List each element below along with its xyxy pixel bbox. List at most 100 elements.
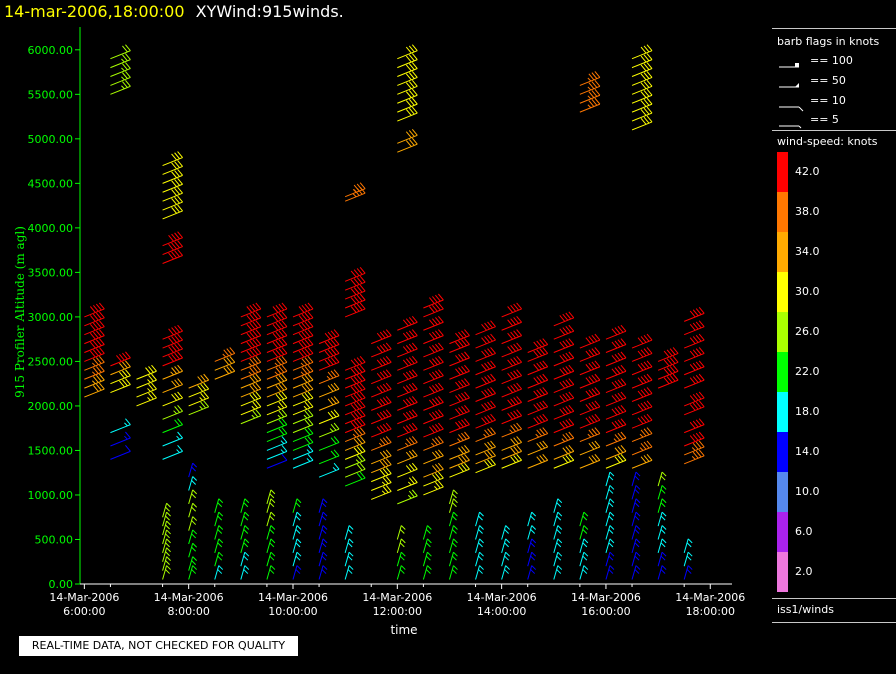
wind-barb xyxy=(188,529,198,545)
wind-barb xyxy=(553,511,563,527)
wind-barb xyxy=(579,360,601,376)
wind-barb xyxy=(240,551,250,567)
wind-barb xyxy=(110,360,131,376)
speed-color-swatch xyxy=(777,552,788,592)
wind-barb xyxy=(188,382,210,398)
speed-color-swatch xyxy=(777,192,788,232)
y-tick-label: 2500.00 xyxy=(28,355,74,368)
wind-barb xyxy=(344,453,366,469)
wind-barb xyxy=(657,485,667,500)
wind-barb xyxy=(475,360,496,376)
wind-barb xyxy=(397,382,418,398)
wind-barb xyxy=(553,338,575,353)
y-tick-label: 3500.00 xyxy=(28,266,74,279)
wind-barb xyxy=(266,382,288,398)
wind-barb xyxy=(475,551,484,567)
wind-barb xyxy=(84,373,105,389)
wind-barb xyxy=(162,529,171,545)
wind-barb xyxy=(657,347,679,362)
wind-barb xyxy=(527,551,537,567)
wind-barb xyxy=(110,71,131,86)
wind-barb xyxy=(240,400,262,416)
wind-barb xyxy=(527,525,537,540)
wind-barb xyxy=(423,396,444,411)
wind-barb xyxy=(371,436,392,451)
wind-barb xyxy=(684,418,705,434)
y-tick-label: 3000.00 xyxy=(28,311,74,324)
wind-barb xyxy=(631,427,653,443)
wind-barb xyxy=(188,462,198,478)
wind-barb xyxy=(162,547,171,562)
wind-barb xyxy=(605,404,627,420)
wind-barb xyxy=(162,204,183,220)
speed-legend-label: 2.0 xyxy=(795,565,813,578)
wind-barb xyxy=(684,440,705,456)
wind-barb xyxy=(397,342,418,358)
wind-barb xyxy=(292,453,314,469)
wind-barb xyxy=(449,453,470,469)
wind-barb xyxy=(214,356,236,371)
wind-barb xyxy=(344,538,354,553)
wind-barb xyxy=(292,436,314,451)
wind-barb xyxy=(684,307,705,322)
wind-barb xyxy=(448,525,458,540)
wind-barb xyxy=(240,498,250,513)
wind-barb xyxy=(344,266,366,282)
wind-barb xyxy=(266,347,288,362)
wind-barb xyxy=(475,538,484,553)
wind-barb xyxy=(448,511,458,527)
wind-barb xyxy=(449,418,470,434)
wind-barb xyxy=(292,302,314,318)
wind-barb xyxy=(579,453,601,469)
wind-barb xyxy=(448,498,458,513)
wind-barb xyxy=(214,498,224,513)
wind-barb xyxy=(475,320,496,336)
axes: 6000.00 5500.00 5000.00 4500.00 4000.00 3500.… xyxy=(28,27,745,618)
wind-barb xyxy=(240,302,262,318)
wind-barb xyxy=(266,400,288,416)
wind-barb xyxy=(214,364,236,380)
wind-barb xyxy=(527,538,537,553)
wind-barb xyxy=(657,511,667,527)
wind-barb xyxy=(188,516,198,531)
wind-barb xyxy=(344,445,366,460)
speed-legend-label: 10.0 xyxy=(795,485,820,498)
wind-barb xyxy=(240,391,262,407)
wind-barb xyxy=(318,329,340,345)
speed-legend-label: 18.0 xyxy=(795,405,820,418)
wind-barb xyxy=(605,338,627,353)
wind-barb xyxy=(605,351,627,367)
flag-legend-item: == 5 xyxy=(777,113,895,131)
wind-barb xyxy=(396,551,406,567)
wind-barb xyxy=(423,342,444,358)
flag-legend-label: == 10 xyxy=(810,94,846,107)
wind-barb xyxy=(240,329,262,345)
wind-barb xyxy=(422,525,432,540)
wind-barb xyxy=(162,418,183,434)
wind-barb xyxy=(631,347,653,362)
wind-barb xyxy=(292,551,302,567)
wind-barb xyxy=(423,382,444,398)
wind-barb xyxy=(683,538,693,553)
flag-legend-label: == 50 xyxy=(810,74,846,87)
wind-barb xyxy=(423,480,444,496)
wind-barb xyxy=(188,373,210,389)
wind-barb-plot: 6000.00 5500.00 5000.00 4500.00 4000.00 3500.… xyxy=(13,27,745,637)
wind-barb xyxy=(136,382,157,398)
wind-barb xyxy=(553,453,575,469)
wind-barb xyxy=(501,302,523,318)
y-tick-label: 4500.00 xyxy=(28,177,74,190)
wind-barb xyxy=(422,538,432,553)
wind-barb xyxy=(631,413,653,429)
x-tick-time: 18:00:00 xyxy=(686,605,735,618)
wind-barb xyxy=(449,391,470,407)
wind-barb xyxy=(240,320,262,336)
wind-barb xyxy=(423,409,444,425)
wind-barb xyxy=(605,551,615,567)
wind-barbs xyxy=(84,44,705,580)
wind-barb xyxy=(631,44,653,60)
x-tick-time: 6:00:00 xyxy=(63,605,105,618)
wind-barb xyxy=(371,409,392,425)
wind-barb xyxy=(344,391,366,407)
wind-barb xyxy=(371,422,392,438)
